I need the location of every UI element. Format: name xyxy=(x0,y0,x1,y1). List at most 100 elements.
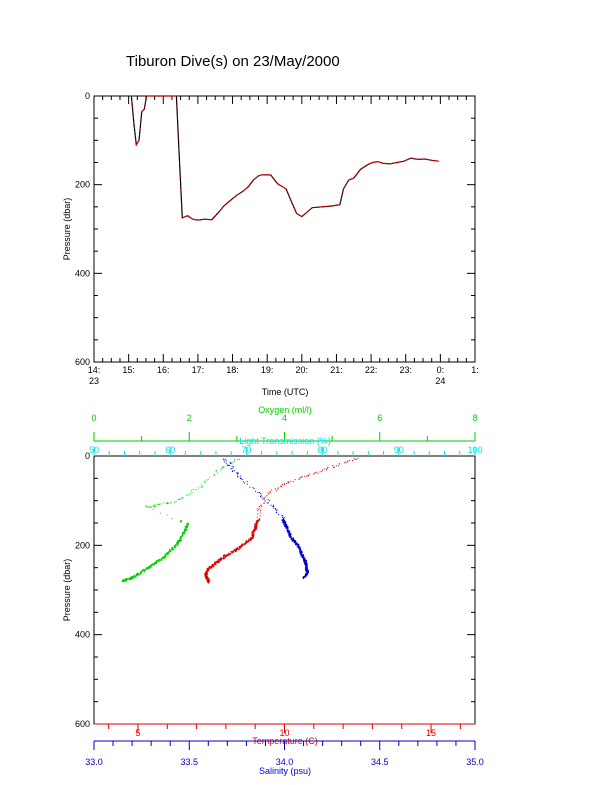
pressure-time-point xyxy=(407,158,409,160)
bottom-y-tick-label: 400 xyxy=(75,630,90,640)
temperature-point xyxy=(258,506,260,507)
salinity-point xyxy=(288,532,291,535)
temperature-point xyxy=(210,566,213,568)
salinity-point xyxy=(223,459,225,461)
pressure-time-point xyxy=(174,95,176,97)
pressure-time-point xyxy=(311,207,313,209)
temperature-point xyxy=(317,472,319,474)
oxygen-point xyxy=(175,545,177,547)
oxygen-point xyxy=(201,485,203,487)
temperature-point xyxy=(255,523,257,526)
pressure-time-point xyxy=(150,95,152,97)
top-x-tick-label: 16: xyxy=(157,365,170,375)
pressure-time-point xyxy=(278,183,280,185)
salinity-point xyxy=(292,540,295,542)
pressure-time-point xyxy=(231,198,233,200)
pressure-time-point xyxy=(370,162,372,164)
pressure-time-point xyxy=(225,203,227,205)
oxygen-point xyxy=(162,557,165,559)
oxygen-point xyxy=(213,474,215,476)
pressure-time-point xyxy=(341,194,343,196)
salinity-point xyxy=(301,556,304,559)
pressure-time-point xyxy=(427,159,428,160)
temperature-point xyxy=(222,554,225,557)
temperature-point xyxy=(299,478,301,480)
salinity-point xyxy=(273,505,275,507)
pressure-time-point xyxy=(364,166,366,167)
temperature-point xyxy=(266,495,268,497)
salinity-point xyxy=(261,496,263,498)
pressure-time-point xyxy=(197,219,199,221)
transmission-tick-label: 70 xyxy=(241,445,251,455)
pressure-time-point xyxy=(145,98,147,100)
salinity-point xyxy=(260,494,262,496)
salinity-point xyxy=(231,465,233,467)
temperature-point xyxy=(264,500,266,502)
oxygen-point xyxy=(195,489,197,491)
salinity-point xyxy=(246,483,248,485)
temperature-point xyxy=(252,537,254,539)
bottom-plot-frame xyxy=(93,455,476,725)
pressure-time-point xyxy=(235,195,237,197)
oxygen-point xyxy=(137,573,139,576)
temperature-point xyxy=(257,520,259,523)
top-y-tick-label: 200 xyxy=(75,180,90,190)
pressure-time-point xyxy=(221,207,223,209)
temperature-point xyxy=(222,557,225,560)
temperature-point xyxy=(346,461,348,463)
temperature-point xyxy=(219,559,222,561)
salinity-point xyxy=(260,493,262,495)
pressure-time-point xyxy=(257,176,258,178)
temperature-point xyxy=(259,507,261,509)
oxygen-point xyxy=(206,479,208,481)
pressure-time-point xyxy=(259,174,261,176)
oxygen-point xyxy=(160,558,162,561)
oxygen-point xyxy=(200,486,202,488)
temperature-point xyxy=(301,475,303,477)
oxygen-point xyxy=(204,482,206,483)
temperature-point xyxy=(238,548,240,550)
pressure-time-point xyxy=(208,219,210,220)
pressure-time-point xyxy=(200,219,202,221)
pressure-time-point xyxy=(335,204,337,206)
pressure-time-point xyxy=(140,116,142,118)
temperature-point xyxy=(250,537,252,539)
oxygen-point xyxy=(231,462,233,464)
pressure-time-point xyxy=(230,199,231,201)
pressure-time-point xyxy=(284,187,286,189)
bottom-y-tick-label: 600 xyxy=(75,719,90,729)
pressure-time-point xyxy=(146,95,148,97)
pressure-time-point xyxy=(281,185,283,187)
pressure-time-point xyxy=(268,174,270,176)
temperature-point xyxy=(212,565,214,568)
pressure-time-point xyxy=(395,162,397,164)
salinity-point xyxy=(306,563,308,566)
pressure-time-point xyxy=(176,116,178,118)
salinity-point xyxy=(249,486,251,488)
salinity-point xyxy=(260,496,261,497)
oxygen-point xyxy=(174,545,176,547)
salinity-point xyxy=(229,464,230,466)
salinity-point xyxy=(263,497,265,499)
salinity-point xyxy=(274,507,276,509)
salinity-point xyxy=(233,466,235,468)
temperature-point xyxy=(258,508,260,510)
oxygen-point xyxy=(142,569,145,571)
oxygen-point xyxy=(157,503,159,505)
oxygen-point xyxy=(166,514,168,516)
salinity-point xyxy=(270,504,272,506)
profile-panel: 0 200 400 600 0 2 4 6 8 Oxygen (ml/l) 50 60 70 80 90 1… xyxy=(62,405,484,776)
pressure-time-point xyxy=(166,95,168,97)
pressure-time-point xyxy=(420,158,422,160)
temperature-point xyxy=(344,462,346,464)
oxygen-point xyxy=(131,578,133,580)
salinity-point xyxy=(240,477,242,479)
temperature-point xyxy=(217,561,219,563)
oxygen-point xyxy=(158,503,160,505)
salinity-point xyxy=(278,514,280,516)
temperature-point xyxy=(263,502,265,504)
bottom-y-tick-label: 0 xyxy=(85,451,90,461)
pressure-time-point xyxy=(294,208,295,210)
pressure-time-point xyxy=(303,214,305,216)
